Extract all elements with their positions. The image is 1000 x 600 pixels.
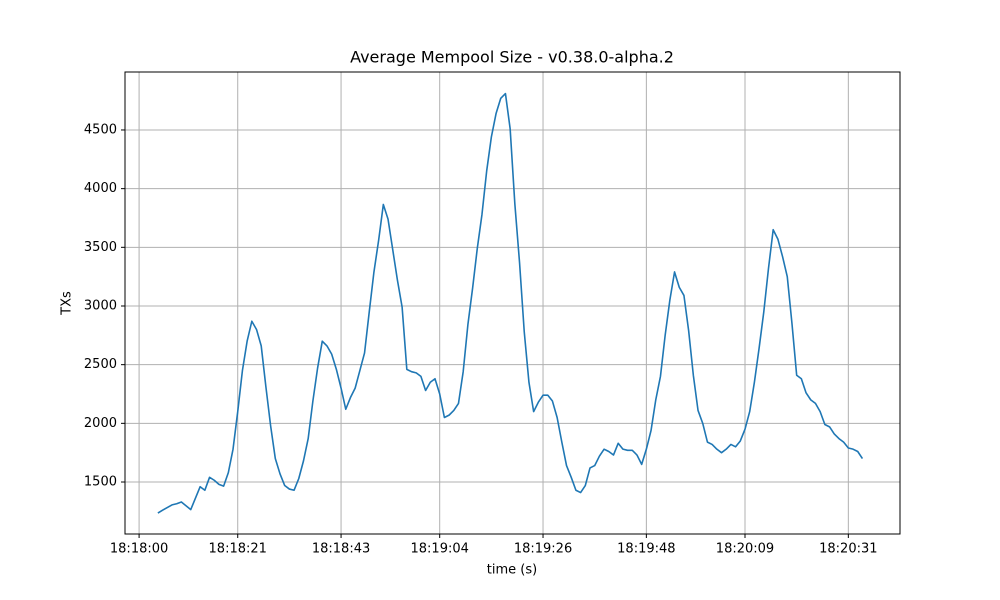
y-tick-label: 3500 bbox=[84, 240, 117, 255]
x-tick-label: 18:19:48 bbox=[617, 542, 675, 557]
line bbox=[157, 92, 864, 514]
y-tick-label: 3000 bbox=[84, 298, 117, 313]
x-tick-label: 18:20:31 bbox=[819, 542, 877, 557]
x-tick-label: 18:18:43 bbox=[312, 542, 370, 557]
x-tick-label: 18:20:09 bbox=[716, 542, 774, 557]
chart-title: Average Mempool Size - v0.38.0-alpha.2 bbox=[350, 48, 674, 67]
y-axis-label: TXs bbox=[60, 291, 75, 316]
plot-frame bbox=[124, 71, 901, 535]
x-tick-label: 18:18:21 bbox=[209, 542, 267, 557]
y-tick-label: 1500 bbox=[84, 475, 117, 490]
y-tick-label: 4500 bbox=[84, 122, 117, 137]
y-tick-label: 4000 bbox=[84, 181, 117, 196]
y-tick-label: 2000 bbox=[84, 416, 117, 431]
x-tick-label: 18:19:04 bbox=[411, 542, 469, 557]
x-axis-label: time (s) bbox=[487, 563, 537, 578]
x-tick-label: 18:19:26 bbox=[514, 542, 572, 557]
y-tick-label: 2500 bbox=[84, 357, 117, 372]
x-tick-label: 18:18:00 bbox=[110, 542, 168, 557]
